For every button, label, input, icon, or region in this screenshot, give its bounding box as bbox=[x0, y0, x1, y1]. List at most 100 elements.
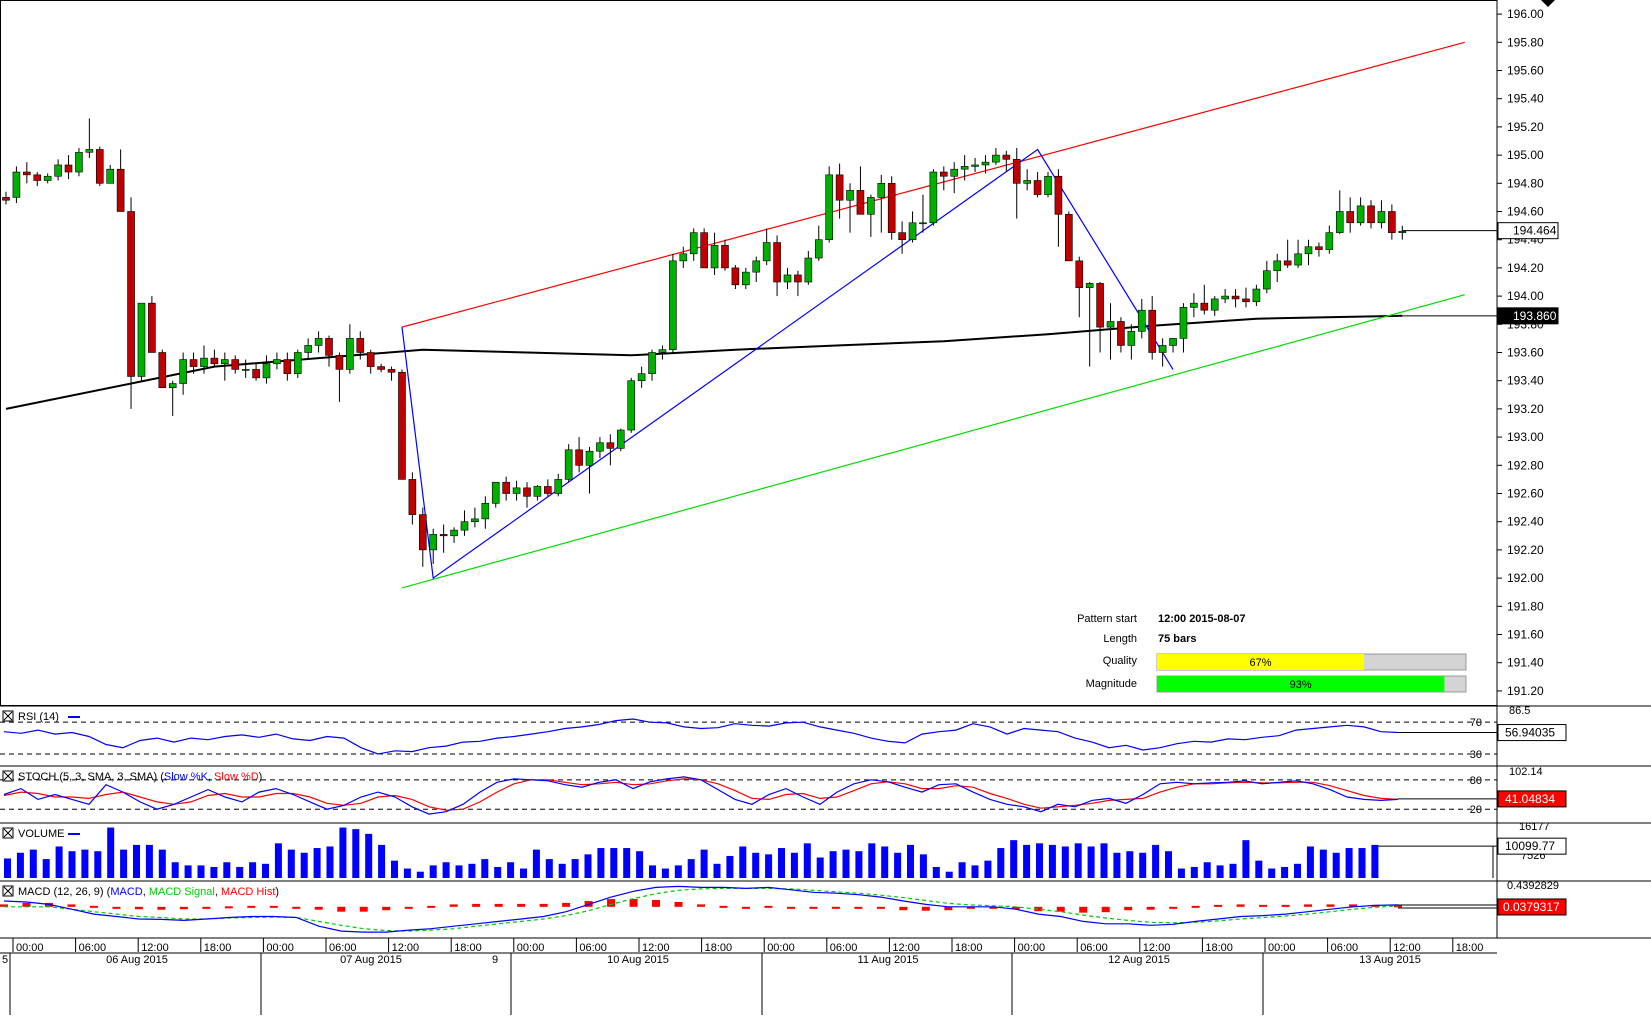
channel-lower-line bbox=[401, 294, 1465, 589]
candle bbox=[825, 166, 833, 243]
volume-bar bbox=[210, 866, 218, 878]
candle bbox=[1023, 169, 1031, 191]
stoch-sep: , bbox=[208, 771, 214, 783]
volume-current-label: 10099.77 bbox=[1505, 839, 1555, 853]
rsi-current-badge bbox=[1497, 724, 1567, 742]
volume-bar bbox=[842, 849, 850, 878]
macd-hist-bar bbox=[1281, 904, 1290, 907]
candle bbox=[346, 324, 354, 374]
volume-bar bbox=[894, 852, 902, 878]
volume-bar bbox=[1139, 852, 1147, 878]
macd-hist-bar bbox=[247, 905, 256, 908]
volume-bar bbox=[29, 849, 37, 878]
macd-hist-bar bbox=[719, 905, 728, 908]
candle bbox=[1304, 239, 1313, 266]
candle-body bbox=[1200, 302, 1209, 311]
macd-hist-bar bbox=[449, 904, 458, 907]
macd-hist-bar bbox=[944, 906, 953, 911]
macd-sep: , bbox=[143, 886, 149, 898]
candle bbox=[564, 444, 573, 483]
candle bbox=[606, 434, 615, 466]
volume-bar bbox=[313, 848, 321, 878]
candle bbox=[846, 183, 854, 233]
volume-bar bbox=[133, 844, 140, 878]
candle-body bbox=[1085, 283, 1094, 288]
volume-bar bbox=[1345, 848, 1353, 878]
candle bbox=[1263, 260, 1271, 294]
candle-body bbox=[408, 479, 417, 515]
candle-body bbox=[814, 239, 823, 259]
volume-bar bbox=[1152, 844, 1160, 878]
volume-bar bbox=[868, 843, 876, 878]
volume-bar bbox=[816, 857, 824, 878]
candle bbox=[12, 166, 21, 204]
time-tick-label: 06:00 bbox=[830, 942, 858, 954]
volume-bar bbox=[907, 844, 914, 878]
volume-bar bbox=[571, 859, 579, 878]
ma-value-badge bbox=[1497, 307, 1559, 325]
candle bbox=[471, 507, 479, 528]
stoch-current-badge bbox=[1497, 790, 1567, 808]
candle-body bbox=[158, 352, 167, 389]
macd-hist-bar bbox=[0, 904, 8, 907]
candle bbox=[2, 191, 10, 205]
macd-hist-bar bbox=[562, 902, 571, 907]
candle bbox=[585, 446, 594, 494]
stoch-label: STOCH (5, 3, SMA, 3, SMA) (Slow %K, Slow… bbox=[18, 771, 262, 783]
candle-body bbox=[960, 166, 969, 170]
macd-current-badge bbox=[1497, 898, 1567, 916]
time-tick-label: 00:00 bbox=[767, 942, 795, 954]
volume-bar bbox=[1255, 860, 1263, 878]
price-tick-label: 192.40 bbox=[1507, 515, 1544, 529]
macd-hist-bar bbox=[1191, 905, 1200, 908]
time-tick-label: 00:00 bbox=[16, 942, 44, 954]
macd-hist-bar bbox=[134, 906, 143, 910]
candle bbox=[460, 510, 469, 536]
day-label: 06 Aug 2015 bbox=[106, 954, 168, 966]
volume-bar bbox=[558, 863, 566, 878]
candle-body bbox=[908, 222, 917, 240]
candle bbox=[1294, 239, 1302, 268]
rsi-close-icon bbox=[3, 711, 13, 721]
volume-bar bbox=[1100, 843, 1108, 878]
price-tick-label: 191.60 bbox=[1507, 628, 1544, 642]
volume-bar bbox=[881, 846, 889, 878]
candle-body bbox=[1335, 211, 1344, 233]
candle bbox=[533, 485, 542, 501]
candle bbox=[1075, 256, 1084, 318]
candle-body bbox=[1367, 205, 1375, 224]
candle bbox=[1190, 293, 1198, 318]
candle-body bbox=[554, 479, 563, 494]
candle-body bbox=[669, 260, 677, 350]
magnitude-bar-fill bbox=[1157, 676, 1445, 692]
candle-body bbox=[366, 352, 375, 367]
candle bbox=[241, 359, 250, 378]
candle-body bbox=[992, 154, 1000, 163]
candle-body bbox=[919, 222, 927, 225]
candle bbox=[356, 331, 365, 360]
ma-value-label: 193.860 bbox=[1513, 309, 1557, 323]
candle-body bbox=[179, 359, 187, 384]
candle bbox=[33, 172, 42, 187]
volume-bar bbox=[1229, 863, 1237, 878]
candle bbox=[408, 472, 417, 525]
volume-bar bbox=[997, 848, 1005, 878]
candle bbox=[398, 369, 406, 480]
candle-body bbox=[54, 164, 62, 177]
candle-body bbox=[460, 521, 469, 531]
volume-bar bbox=[249, 862, 257, 878]
time-tick-label: 18:00 bbox=[204, 942, 232, 954]
volume-bar bbox=[1074, 843, 1082, 878]
price-tick-label: 194.80 bbox=[1507, 176, 1544, 190]
volume-bar bbox=[1087, 846, 1095, 878]
candle-body bbox=[189, 359, 198, 367]
stoch-current-label: 41.04834 bbox=[1505, 792, 1555, 806]
candle bbox=[439, 524, 448, 553]
candle-body bbox=[168, 383, 177, 389]
macd-hist-bar bbox=[809, 906, 818, 909]
candle-body bbox=[1315, 246, 1323, 250]
candle-body bbox=[23, 171, 31, 176]
volume-bar bbox=[171, 862, 179, 878]
candle-body bbox=[273, 359, 281, 365]
candle bbox=[814, 225, 823, 261]
